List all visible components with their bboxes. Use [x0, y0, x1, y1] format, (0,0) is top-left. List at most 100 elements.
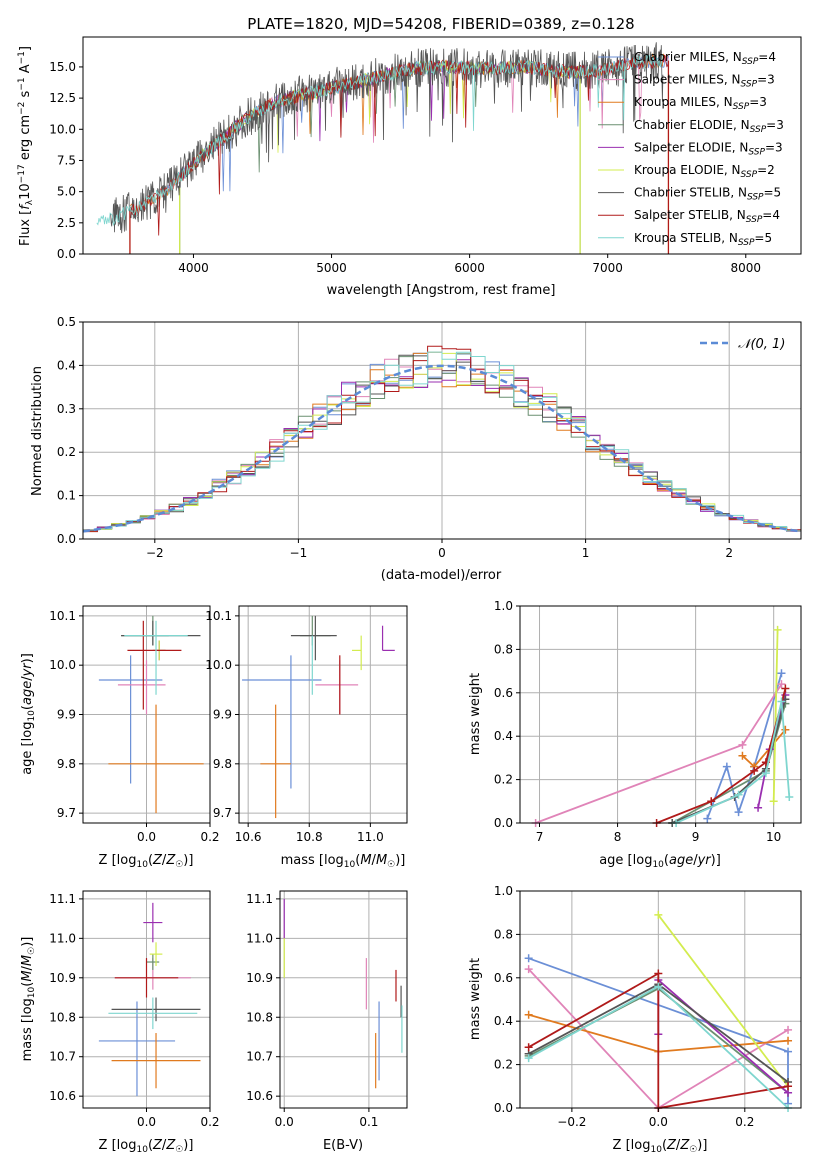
spectrum-line-kroupa-stelib — [96, 54, 663, 227]
x-tick-label: −2 — [146, 546, 164, 560]
y-tick-label: 1.0 — [494, 884, 513, 898]
errorbar-chabrier-elodie — [146, 954, 160, 970]
ebv-ticks: 0.0 0.1 10.6 10.7 10.8 10.9 11.0 11.1 — [246, 892, 378, 1129]
residuals-xlabel: (data-model)/error — [381, 568, 502, 583]
x-tick-label: 0.2 — [200, 1115, 219, 1129]
y-tick-label: 11.1 — [246, 892, 273, 906]
y-tick-label: 0.5 — [57, 315, 76, 329]
x-tick-label: 10 — [766, 830, 781, 844]
legend-label-chabrier-miles: Chabrier MILES, NSSP=4 — [634, 50, 776, 67]
x-tick-label: 0.2 — [735, 1115, 754, 1129]
legend-label-kroupa-elodie: Kroupa ELODIE, NSSP=2 — [634, 163, 775, 180]
age-mass-errorbars — [242, 615, 395, 819]
x-tick-label: 0.0 — [649, 1115, 668, 1129]
x-tick-label: 6000 — [454, 261, 485, 275]
errorbar-kroupa-miles — [111, 1033, 201, 1089]
age-z-ticks: 0.0 0.2 9.7 9.8 9.9 10.0 10.1 — [49, 609, 219, 844]
x-tick-label: 7 — [536, 830, 544, 844]
y-tick-label: 9.8 — [213, 757, 232, 771]
y-tick-label: 9.7 — [57, 806, 76, 820]
errorbar-kroupa-elodie — [149, 942, 163, 966]
errorbar-chabrier-stelib — [121, 620, 201, 646]
age-mass-ticks: 10.6 10.8 11.0 9.7 9.8 9.9 10.0 10.1 — [205, 609, 383, 844]
errorbar-salpeter-elodie — [381, 625, 395, 651]
mass-weight-marker-salpeter-miles — [738, 740, 747, 749]
y-tick-label: 0.8 — [494, 642, 513, 656]
spectrum-panel: PLATE=1820, MJD=54208, FIBERID=0389, z=0… — [17, 15, 802, 298]
errorbar-chabrier-stelib — [290, 615, 337, 661]
residuals-panel: −2 −1 0 1 2 0.0 0.1 0.2 0.3 0.4 0.5 (data-model)/e… — [30, 315, 802, 583]
x-tick-label: 10.6 — [235, 830, 262, 844]
y-tick-label: 10.7 — [246, 1050, 273, 1064]
age-z-ylabel: age [log10(age/yr)] — [20, 653, 37, 775]
mass-weight-marker-chabrier-miles — [777, 669, 786, 678]
y-tick-label: 0.1 — [57, 489, 76, 503]
spectrum-ticks: 4000 5000 6000 7000 8000 0.0 2.5 5.0 7.5 10.0 12.5… — [49, 60, 761, 275]
legend-label-chabrier-stelib: Chabrier STELIB, NSSP=5 — [634, 186, 781, 203]
y-tick-label: 0.4 — [494, 1014, 513, 1028]
mass-z-ylabel: mass [log10(M/M☉)] — [20, 937, 37, 1062]
y-tick-label: 15.0 — [49, 60, 76, 74]
y-tick-label: 0.4 — [494, 729, 513, 743]
errorbar-salpeter-elodie — [143, 902, 163, 943]
y-tick-label: 0.2 — [494, 773, 513, 787]
residual-histogram-kroupa-stelib — [83, 351, 801, 532]
normal-reference-curve — [82, 364, 802, 533]
age-z-errorbars — [98, 615, 204, 814]
y-tick-label: 12.5 — [49, 91, 76, 105]
x-tick-label: 0.0 — [137, 830, 156, 844]
spectrum-title: PLATE=1820, MJD=54208, FIBERID=0389, z=0… — [247, 15, 634, 33]
mass-weight-marker-kroupa-miles — [738, 751, 747, 760]
mass-weight-line-salpeter-stelib — [528, 971, 789, 1110]
x-tick-label: 0.0 — [275, 1115, 294, 1129]
y-tick-label: 9.9 — [57, 708, 76, 722]
x-tick-label: 0.0 — [137, 1115, 156, 1129]
mass-weight-marker-kroupa-stelib — [785, 792, 794, 801]
y-tick-label: 0.3 — [57, 402, 76, 416]
x-tick-label: 0 — [438, 546, 446, 560]
errorbar-kroupa-stelib — [108, 997, 198, 1030]
ebv-xlabel: E(B-V) — [323, 1138, 363, 1153]
y-tick-label: 10.9 — [246, 971, 273, 985]
x-tick-label: 4000 — [178, 261, 209, 275]
x-tick-label: 0.1 — [359, 1115, 378, 1129]
y-tick-label: 1.0 — [494, 599, 513, 613]
age-mass-xlabel: mass [log10(M/M☉)] — [281, 853, 406, 870]
x-tick-label: 0.2 — [200, 830, 219, 844]
mass-weight-marker-chabrier-miles — [524, 954, 533, 963]
y-tick-label: 10.7 — [49, 1050, 76, 1064]
ebv-axes-frame — [279, 890, 408, 1109]
residuals-series-group — [82, 345, 802, 533]
legend-normal-label: 𝒩(0, 1) — [738, 337, 785, 352]
errorbar-kroupa-stelib — [124, 620, 188, 695]
y-tick-label: 0.6 — [494, 971, 513, 985]
mass-z-ticks: 0.0 0.2 10.6 10.7 10.8 10.9 11.0 11.1 — [49, 892, 219, 1129]
age-mass-grid — [239, 606, 407, 823]
mass-weight-marker-kroupa-miles — [524, 1010, 533, 1019]
y-tick-label: 0.2 — [57, 445, 76, 459]
mass-weight-marker-salpeter-miles — [784, 1025, 793, 1034]
y-tick-label: 0.0 — [494, 816, 513, 830]
mw-z-grid — [520, 890, 801, 1109]
mw-age-lines — [531, 625, 794, 827]
mass-z-errorbars — [98, 902, 201, 1097]
mass-weight-marker-salpeter-stelib — [781, 684, 790, 693]
x-tick-label: 11.0 — [357, 830, 384, 844]
mass-weight-line-salpeter-miles — [535, 683, 783, 824]
mass-weight-marker-salpeter-stelib — [707, 797, 716, 806]
residuals-ylabel: Normed distribution — [30, 366, 45, 496]
mass-weight-marker-kroupa-stelib — [761, 769, 770, 778]
mass-weight-marker-kroupa-stelib — [654, 982, 663, 991]
mw-z-ylabel: mass weight — [468, 958, 483, 1040]
y-tick-label: 0.0 — [494, 1101, 513, 1115]
mass-weight-marker-kroupa-elodie — [769, 797, 778, 806]
legend-label-kroupa-stelib: Kroupa STELIB, NSSP=5 — [634, 231, 772, 248]
y-tick-label: 0.8 — [494, 927, 513, 941]
y-tick-label: 11.0 — [49, 931, 76, 945]
mass-weight-marker-salpeter-stelib — [524, 1043, 533, 1052]
x-tick-label: 5000 — [316, 261, 347, 275]
residual-histogram-salpeter-elodie — [83, 359, 801, 532]
y-tick-label: 10.0 — [49, 658, 76, 672]
mw-z-axes-frame — [519, 890, 802, 1109]
